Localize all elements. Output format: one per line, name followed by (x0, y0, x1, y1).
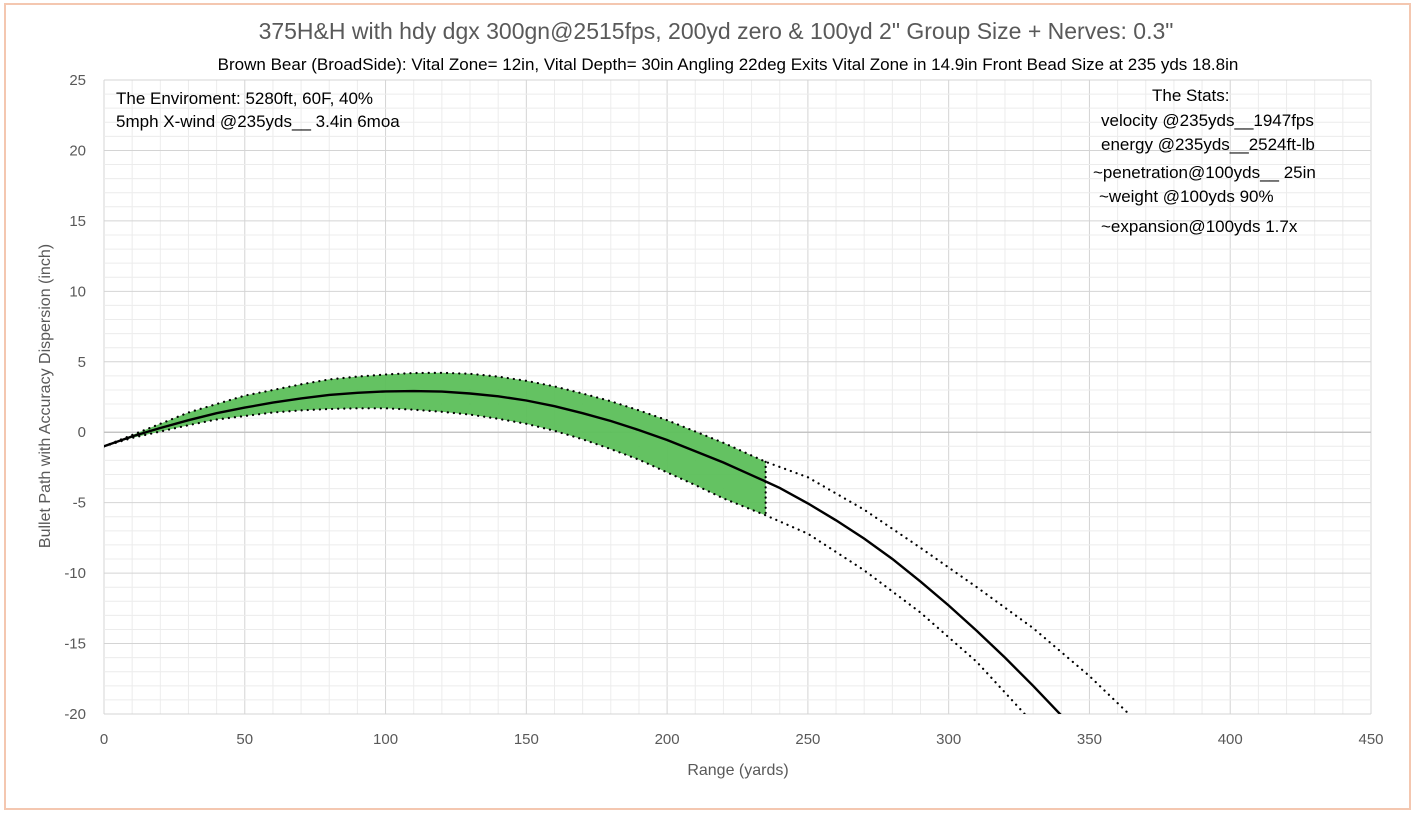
y-tick-label: 25 (69, 72, 86, 89)
y-tick-label: -15 (64, 636, 86, 653)
environment-line-2: 5mph X-wind @235yds__ 3.4in 6moa (116, 112, 400, 131)
x-axis-title: Range (yards) (687, 762, 788, 779)
stats-weight: ~weight @100yds 90% (1099, 187, 1274, 206)
y-tick-label: 15 (69, 213, 86, 230)
stats-velocity: velocity @235yds__1947fps (1101, 111, 1314, 130)
x-tick-label: 350 (1077, 731, 1102, 748)
x-tick-label: 100 (373, 731, 398, 748)
x-tick-label: 400 (1218, 731, 1243, 748)
x-tick-label: 150 (514, 731, 539, 748)
y-tick-label: 5 (78, 354, 86, 371)
x-tick-label: 300 (936, 731, 961, 748)
environment-line-1: The Enviroment: 5280ft, 60F, 40% (116, 89, 373, 108)
y-tick-label: 10 (69, 283, 86, 300)
dispersion-shaded-area (104, 372, 766, 516)
upper-dispersion-line (104, 371, 1131, 714)
series-lines (104, 371, 1131, 714)
environment-annotation: The Enviroment: 5280ft, 60F, 40% 5mph X-… (116, 89, 400, 131)
stats-penetration: ~penetration@100yds__ 25in (1093, 163, 1316, 182)
stats-heading: The Stats: (1152, 86, 1229, 105)
y-tick-label: -20 (64, 706, 86, 723)
stats-energy: energy @235yds__2524ft-lb (1101, 135, 1315, 154)
y-axis-tick-labels: 25 20 15 10 5 0 -5 -10 -15 -20 (64, 72, 86, 723)
y-axis-title: Bullet Path with Accuracy Dispersion (in… (37, 244, 54, 548)
y-tick-label: -5 (73, 495, 86, 512)
gridlines (103, 79, 1372, 715)
lower-dispersion-line (104, 407, 1026, 714)
x-axis-tick-labels: 0 50 100 150 200 250 300 350 400 450 (100, 731, 1384, 748)
y-tick-label: 0 (78, 424, 86, 441)
stats-expansion: ~expansion@100yds 1.7x (1101, 217, 1298, 236)
x-tick-label: 450 (1358, 731, 1383, 748)
y-tick-label: -10 (64, 565, 86, 582)
x-tick-label: 0 (100, 731, 108, 748)
stats-annotation: The Stats: velocity @235yds__1947fps ene… (1093, 86, 1316, 236)
x-tick-label: 250 (795, 731, 820, 748)
chart-title: 375H&H with hdy dgx 300gn@2515fps, 200yd… (259, 18, 1174, 44)
bullet-path-line (104, 389, 1062, 714)
chart-subtitle: Brown Bear (BroadSide): Vital Zone= 12in… (218, 55, 1239, 74)
y-tick-label: 20 (69, 142, 86, 159)
x-tick-label: 50 (236, 731, 253, 748)
x-tick-label: 200 (655, 731, 680, 748)
